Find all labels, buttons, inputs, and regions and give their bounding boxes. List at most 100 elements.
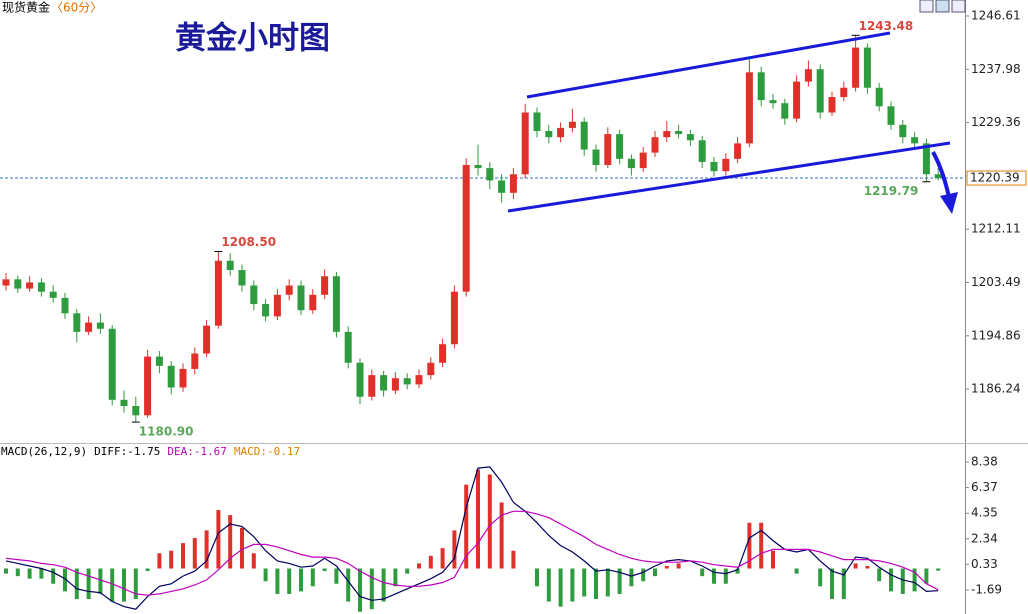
macd-bar [594,568,598,600]
candle-body [179,368,187,388]
candle-body [592,149,600,165]
candle-body [203,325,211,354]
candle-body [486,168,494,181]
macd-bar [133,568,138,600]
macd-bar [228,515,233,569]
extreme-label: 1208.50 [221,235,276,249]
macd-bar [192,538,197,569]
candle-body [840,87,848,98]
period: 〈60分〉 [51,1,102,15]
candle-body [238,270,246,286]
candle-body [403,378,411,385]
macd-bar [204,530,209,569]
macd-bar [275,568,280,594]
candle-body [498,180,506,193]
macd-bar [110,568,115,602]
candle-body [852,47,860,88]
candle-body [226,260,234,271]
macd-bar [641,568,646,582]
macd-bar [499,502,504,569]
macd-bar [511,550,516,569]
macd-bar [629,568,634,587]
macd-bar [405,568,410,574]
candle-body [167,365,175,388]
candle-body [26,282,34,289]
candle-body [568,121,576,128]
macd-bar [912,568,917,592]
macd-bar [476,469,480,569]
candle-body [309,294,317,311]
extreme-label: 1219.79 [864,184,919,198]
candle-body [816,69,824,113]
macd-bar [924,568,929,584]
candle-body [675,131,683,135]
y-tick-label: 1229.36 [971,115,1021,129]
macd-bar [830,568,834,600]
macd-bar [700,568,705,577]
candle-body [922,143,930,175]
trend-annotation [507,31,958,214]
macd-bar [877,568,882,582]
macd-bar [251,553,256,569]
candle-body [85,322,93,332]
candle-body [144,356,152,416]
macd-bar [712,568,716,584]
candle-body [450,291,458,345]
candle-body [321,276,329,295]
arrow-head [940,192,958,214]
candle-body [2,279,10,286]
extreme-label: 1180.90 [139,425,194,439]
tool-icon[interactable] [935,0,950,13]
macd-bar [122,568,126,602]
candle-body [108,328,116,400]
macd-bar [818,568,823,587]
macd-bar [145,568,150,572]
candle-body [545,131,553,138]
macd-bar [735,568,740,574]
candle-body [474,165,482,169]
candle-body [14,279,22,289]
candle-body [273,294,281,317]
candle-body [380,375,388,391]
candle-body [439,344,447,363]
y-tick-label: 2.34 [971,531,998,545]
candle-body [757,72,765,101]
channel-lower [507,141,951,213]
macd-bar [464,484,469,569]
macd-bar [216,510,221,569]
candle-body [96,322,104,329]
macd-bar [487,474,492,569]
candle-body [639,152,647,169]
y-tick-label: -1.69 [971,582,1002,596]
macd-bar [27,568,32,579]
candle-body [604,134,612,165]
macd-bar [440,548,445,569]
candle-body [391,378,399,391]
candle-body [875,87,883,107]
candle-body [415,375,423,385]
y-tick-label: 6.37 [971,480,998,494]
chart-title: 黄金小时图 [175,21,330,57]
candle-body [663,131,671,138]
candle-body [863,47,871,88]
candle-body [769,100,777,104]
legend-entry: DIFF:-1.75 [94,445,160,458]
macd-bar [369,568,374,610]
macd-bar [169,550,174,569]
y-tick-label: 1186.24 [971,382,1021,396]
macd-bar [747,522,752,569]
macd-bar [605,568,610,597]
candle-body [745,72,753,144]
tool-icon[interactable] [951,0,966,13]
macd-bar [310,568,315,587]
candle-body [214,260,222,326]
tool-icon[interactable] [919,0,934,13]
macd-line [5,466,939,610]
toolbar[interactable] [919,0,966,13]
legend-entry: MACD(26,12,9) [1,445,87,458]
candle-body [132,406,140,416]
candle-body [462,165,470,292]
last-price-label: 1220.39 [970,171,1020,185]
candle-body [651,137,659,153]
